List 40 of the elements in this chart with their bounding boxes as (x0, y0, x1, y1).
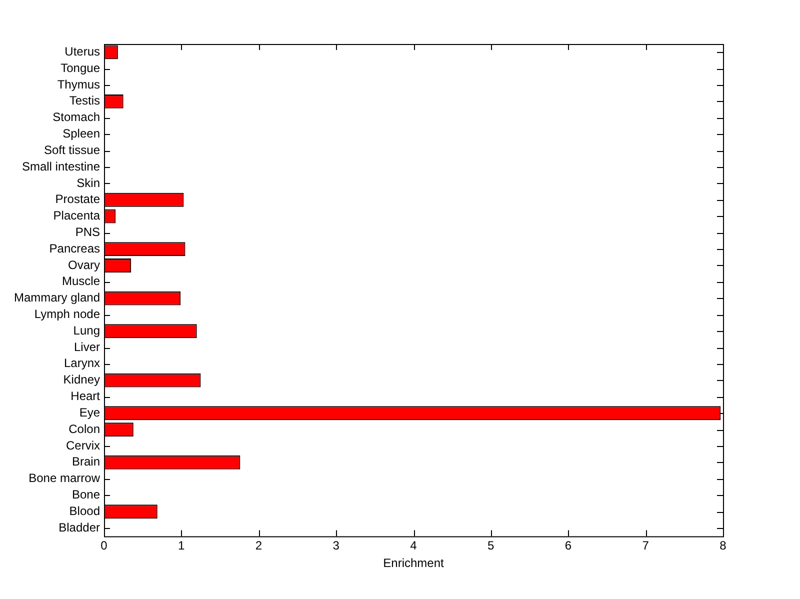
x-axis-title: Enrichment (383, 556, 445, 570)
y-tick-label: Thymus (57, 77, 100, 92)
x-tick-label: 8 (720, 538, 727, 553)
y-tick-label: Colon (68, 422, 100, 436)
y-tick-label: Heart (70, 389, 101, 404)
y-tick-label: Tongue (60, 60, 100, 75)
x-tick-label: 4 (410, 538, 418, 553)
y-tick-label: Eye (79, 405, 100, 420)
y-tick-label: Bladder (58, 520, 100, 534)
y-tick-label: Soft tissue (44, 142, 100, 157)
y-tick-label: Kidney (63, 372, 100, 387)
y-tick-label: Lung (73, 323, 100, 338)
y-tick-label: Muscle (62, 274, 100, 288)
x-tick-label: 5 (488, 538, 495, 553)
y-tick-label: Lymph node (34, 307, 100, 322)
y-tick-label: Larynx (64, 356, 100, 370)
y-tick-label: Bone (72, 487, 100, 502)
y-tick-label: Stomach (52, 110, 100, 124)
y-tick-label: Mammary gland (14, 290, 100, 305)
y-tick-label: Uterus (64, 44, 100, 59)
x-tick-label: 0 (100, 538, 108, 553)
y-tick-label: Ovary (68, 258, 100, 272)
y-tick-label: Placenta (53, 208, 100, 223)
y-tick-label: Spleen (62, 126, 100, 141)
y-tick-label: PNS (75, 224, 100, 239)
y-tick-label: Prostate (55, 192, 100, 206)
y-tick-label: Small intestine (22, 159, 100, 174)
y-tick-label: Testis (69, 94, 100, 108)
x-tick-label: 6 (564, 538, 572, 553)
y-tick-label: Cervix (66, 438, 100, 452)
x-tick-label: 3 (332, 538, 340, 553)
y-tick-label: Pancreas (49, 241, 100, 256)
y-tick-label: Bone marrow (28, 471, 100, 486)
y-tick-label: Liver (74, 340, 100, 354)
x-tick-label: 1 (178, 538, 186, 553)
x-tick-label: 2 (255, 538, 262, 553)
x-tick-label: 7 (642, 538, 650, 553)
y-tick-label: Skin (76, 176, 100, 190)
y-tick-label: Blood (69, 504, 100, 518)
y-tick-label: Brain (72, 454, 100, 469)
